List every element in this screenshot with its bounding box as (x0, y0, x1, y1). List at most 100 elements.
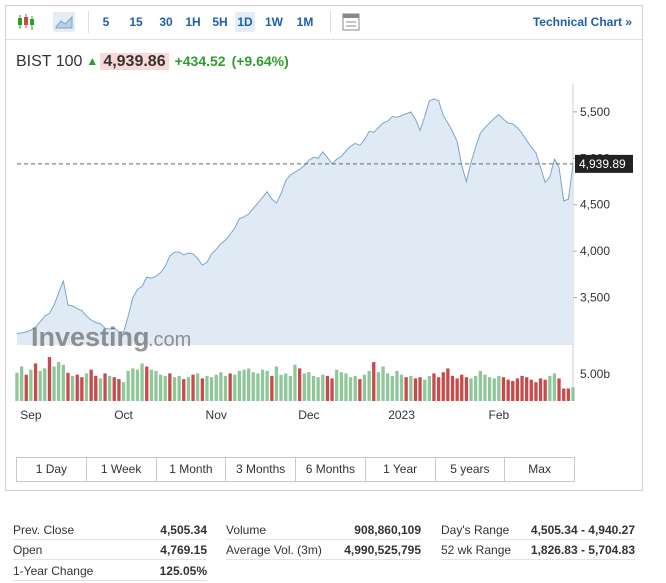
stat-value: 908,860,109 (354, 523, 421, 537)
last-price: 4,939.86 (100, 53, 169, 70)
volume-bar (223, 375, 228, 401)
volume-bar (15, 372, 19, 401)
volume-bar (89, 369, 93, 401)
stat-label: Day's Range (441, 523, 510, 537)
volume-bar (186, 377, 191, 401)
volume-bar (367, 370, 371, 401)
volume-bar (94, 375, 98, 401)
candlestick-chart-icon[interactable] (16, 13, 36, 31)
volume-bar (293, 364, 297, 401)
up-arrow-icon: ▲ (86, 54, 99, 68)
volume-bar (47, 357, 52, 401)
period-6-months[interactable]: 6 Months (296, 458, 366, 481)
volume-bar (321, 374, 325, 401)
period-5-years[interactable]: 5 years (436, 458, 506, 481)
volume-bar (75, 374, 79, 401)
volume-bar (168, 373, 172, 401)
volume-bar (200, 378, 204, 401)
volume-bar (98, 378, 102, 401)
volume-bar (446, 368, 450, 401)
x-tick-label: Oct (114, 408, 133, 422)
volume-bar (529, 379, 533, 401)
interval-1d[interactable]: 1D (235, 12, 255, 32)
volume-bar (307, 372, 311, 401)
volume-bar (298, 368, 302, 401)
volume-bar (534, 382, 538, 401)
interval-15[interactable]: 15 (129, 15, 143, 29)
quote-header: BIST 100 ▲ 4,939.86 +434.52 (+9.64%) (16, 50, 289, 72)
volume-bar (520, 375, 524, 401)
period-selector: 1 Day 1 Week 1 Month 3 Months 6 Months 1 Year… (16, 457, 575, 482)
volume-bar (108, 375, 112, 401)
volume-bar (335, 369, 339, 401)
period-1-year[interactable]: 1 Year (366, 458, 436, 481)
stat-row: Volume 908,860,109 (226, 521, 421, 540)
volume-bar (209, 377, 214, 401)
area-chart-icon[interactable] (53, 12, 75, 32)
interval-1w[interactable]: 1W (265, 15, 283, 29)
volume-axis-label: 5.00b (580, 367, 610, 381)
volume-bar (33, 363, 38, 401)
volume-bar (362, 374, 367, 401)
price-area (17, 98, 573, 345)
volume-bar (543, 379, 547, 401)
interval-30[interactable]: 30 (159, 15, 173, 29)
volume-bar (196, 373, 200, 401)
volume-bar (437, 377, 441, 401)
volume-bar (214, 374, 218, 401)
volume-bar (538, 378, 543, 401)
instrument-name: BIST 100 (16, 53, 83, 70)
volume-bar (140, 363, 144, 401)
volume-bar (80, 377, 84, 401)
volume-bar (251, 372, 255, 401)
volume-bar (274, 366, 279, 401)
stat-label: Open (13, 543, 43, 557)
volume-bar (131, 368, 135, 401)
stat-value: 4,769.15 (160, 543, 207, 557)
technical-chart-link[interactable]: Technical Chart » (532, 15, 632, 29)
price-chart[interactable]: 5,5005,0004,5004,0003,5004,939.89Investi… (6, 6, 644, 446)
volume-bar (84, 373, 89, 401)
volume-bar (548, 375, 552, 401)
volume-bar (427, 375, 431, 401)
volume-bar (20, 366, 24, 401)
volume-bar (145, 366, 149, 401)
volume-bar (247, 368, 251, 401)
period-max[interactable]: Max (528, 462, 551, 476)
period-1-day[interactable]: 1 Day (17, 458, 87, 481)
volume-bar (265, 370, 269, 401)
volume-bar (237, 370, 241, 401)
volume-bar (552, 373, 557, 401)
interval-1h[interactable]: 1H (185, 15, 201, 29)
volume-bar (358, 379, 362, 401)
volume-bar (126, 370, 130, 401)
period-3-months[interactable]: 3 Months (226, 458, 296, 481)
chart-widget: 5 15 30 1H 5H 1D 1W 1M Technical Chart » BIST 1… (5, 5, 643, 491)
volume-bar (450, 375, 455, 401)
volume-bar (57, 362, 61, 401)
volume-bar (103, 373, 107, 401)
stat-value: 4,505.34 - 4,940.27 (530, 523, 635, 537)
interval-5h[interactable]: 5H (212, 15, 228, 29)
volume-bar (501, 377, 506, 401)
period-1-week[interactable]: 1 Week (87, 458, 157, 481)
x-tick-label: Dec (298, 408, 319, 422)
volume-bar (404, 377, 408, 401)
stat-value: 1,826.83 - 5,704.83 (530, 543, 635, 557)
volume-bar (432, 373, 436, 401)
volume-bar (344, 373, 348, 401)
volume-bar (381, 366, 385, 401)
volume-bar (423, 379, 427, 401)
volume-bar (256, 373, 260, 401)
volume-bar (557, 378, 561, 401)
volume-bar (52, 366, 56, 401)
investing-watermark-suffix: .com (148, 329, 191, 351)
interval-5[interactable]: 5 (102, 15, 110, 29)
volume-bar (172, 377, 177, 401)
chart-settings-icon[interactable] (341, 13, 361, 31)
volume-bar (288, 375, 292, 401)
period-1-month[interactable]: 1 Month (157, 458, 227, 481)
stat-row: Open 4,769.15 (13, 541, 207, 560)
interval-1m[interactable]: 1M (296, 15, 314, 29)
volume-bar (409, 375, 413, 401)
